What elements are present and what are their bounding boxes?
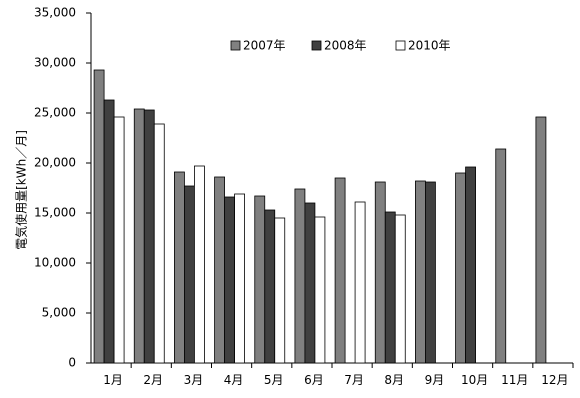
- bar-2007年-10月: [455, 172, 466, 364]
- y-tick-label: 30,000: [34, 56, 76, 70]
- y-tick-label: 20,000: [34, 156, 76, 170]
- x-tick-label: 11月: [501, 373, 528, 387]
- bar-2008年-3月: [184, 185, 195, 364]
- y-tick-label: 25,000: [34, 106, 76, 120]
- legend-label-2008年: 2008年: [324, 39, 367, 53]
- bar-2010年-6月: [314, 216, 326, 364]
- x-tick-label: 12月: [541, 373, 568, 387]
- x-tick-label: 5月: [264, 373, 284, 387]
- x-tick-label: 8月: [384, 373, 404, 387]
- bar-2007年-5月: [254, 195, 266, 364]
- y-tick-label: 0: [68, 356, 76, 370]
- legend-swatch-2010年: [395, 40, 406, 51]
- bar-2010年-8月: [394, 214, 406, 364]
- x-tick-label: 10月: [461, 373, 488, 387]
- bar-2010年-7月: [354, 201, 366, 364]
- y-tick-label: 15,000: [34, 206, 76, 220]
- bar-2010年-5月: [274, 217, 286, 364]
- legend-label-2007年: 2007年: [243, 39, 286, 53]
- legend-swatch-2007年: [230, 40, 241, 51]
- bar-2008年-5月: [264, 209, 276, 364]
- x-tick-label: 9月: [425, 373, 445, 387]
- bar-2007年-7月: [334, 177, 346, 364]
- y-tick-label: 5,000: [42, 306, 76, 320]
- y-tick-label: 35,000: [34, 6, 76, 20]
- bar-2007年-12月: [535, 116, 547, 364]
- bar-2007年-9月: [415, 180, 426, 364]
- bar-2007年-3月: [174, 171, 185, 364]
- legend-swatch-2008年: [311, 40, 322, 51]
- bar-2010年-3月: [194, 165, 205, 364]
- legend-label-2010年: 2010年: [408, 39, 451, 53]
- bar-2008年-4月: [224, 196, 235, 364]
- bar-2007年-8月: [374, 181, 386, 364]
- x-tick-label: 7月: [344, 373, 364, 387]
- x-tick-label: 3月: [184, 373, 204, 387]
- x-tick-label: 2月: [143, 373, 163, 387]
- bar-2007年-6月: [294, 188, 306, 364]
- x-tick-label: 6月: [304, 373, 324, 387]
- x-tick-label: 1月: [103, 373, 123, 387]
- bar-2008年-9月: [425, 181, 436, 364]
- bar-2008年-8月: [384, 211, 396, 364]
- bar-2008年-10月: [465, 166, 476, 364]
- x-tick-label: 4月: [224, 373, 244, 387]
- y-tick-label: 10,000: [34, 256, 76, 270]
- bar-2007年-4月: [214, 176, 225, 364]
- bar-2007年-11月: [495, 148, 507, 364]
- bar-2008年-6月: [304, 202, 316, 364]
- bar-2010年-4月: [234, 193, 245, 364]
- bar-2008年-1月: [103, 99, 115, 364]
- y-axis-label: 電気使用量[kWh／月]: [14, 130, 29, 250]
- bar-2008年-2月: [143, 109, 155, 364]
- bar-2010年-1月: [113, 116, 125, 364]
- bar-2007年-2月: [133, 108, 145, 364]
- bar-2010年-2月: [153, 123, 165, 364]
- bar-2007年-1月: [93, 69, 105, 364]
